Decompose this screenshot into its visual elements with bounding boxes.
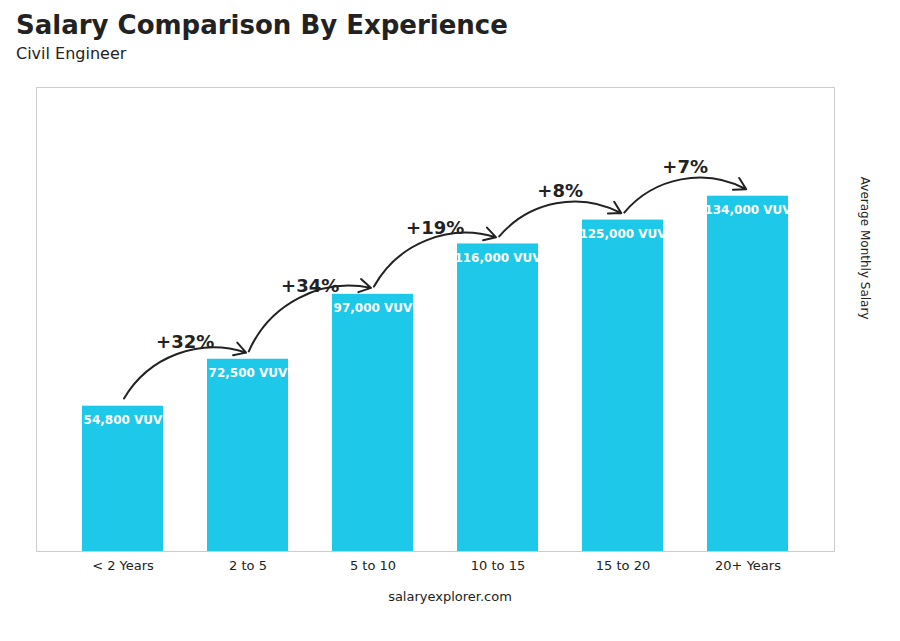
svg-text:20+ Years: 20+ Years bbox=[715, 558, 781, 573]
svg-text:97,000 VUV: 97,000 VUV bbox=[334, 301, 414, 315]
svg-text:134,000 VUV: 134,000 VUV bbox=[704, 203, 792, 217]
svg-text:+19%: +19% bbox=[406, 217, 464, 238]
html-text:Civil Engineer: Civil Engineer bbox=[16, 44, 127, 63]
svg-text:10 to 15: 10 to 15 bbox=[471, 558, 525, 573]
html-text:salaryexplorer.com: salaryexplorer.com bbox=[388, 589, 512, 604]
svg-text:Average Monthly Salary: Average Monthly Salary bbox=[858, 177, 872, 320]
svg-text:2 to 5: 2 to 5 bbox=[229, 558, 267, 573]
svg-text:< 2 Years: < 2 Years bbox=[92, 558, 154, 573]
html-text:Salary Comparison By Experienc: Salary Comparison By Experience bbox=[16, 10, 508, 40]
svg-text:72,500 VUV: 72,500 VUV bbox=[209, 366, 289, 380]
svg-text:116,000 VUV: 116,000 VUV bbox=[454, 251, 542, 265]
svg-text:5 to 10: 5 to 10 bbox=[350, 558, 396, 573]
svg-text:+7%: +7% bbox=[662, 156, 708, 177]
svg-text:+32%: +32% bbox=[156, 331, 214, 352]
svg-text:54,800 VUV: 54,800 VUV bbox=[84, 413, 164, 427]
svg-text:125,000 VUV: 125,000 VUV bbox=[579, 227, 667, 241]
svg-text:+34%: +34% bbox=[281, 275, 339, 296]
svg-text:15 to 20: 15 to 20 bbox=[596, 558, 650, 573]
svg-text:+8%: +8% bbox=[537, 180, 583, 201]
